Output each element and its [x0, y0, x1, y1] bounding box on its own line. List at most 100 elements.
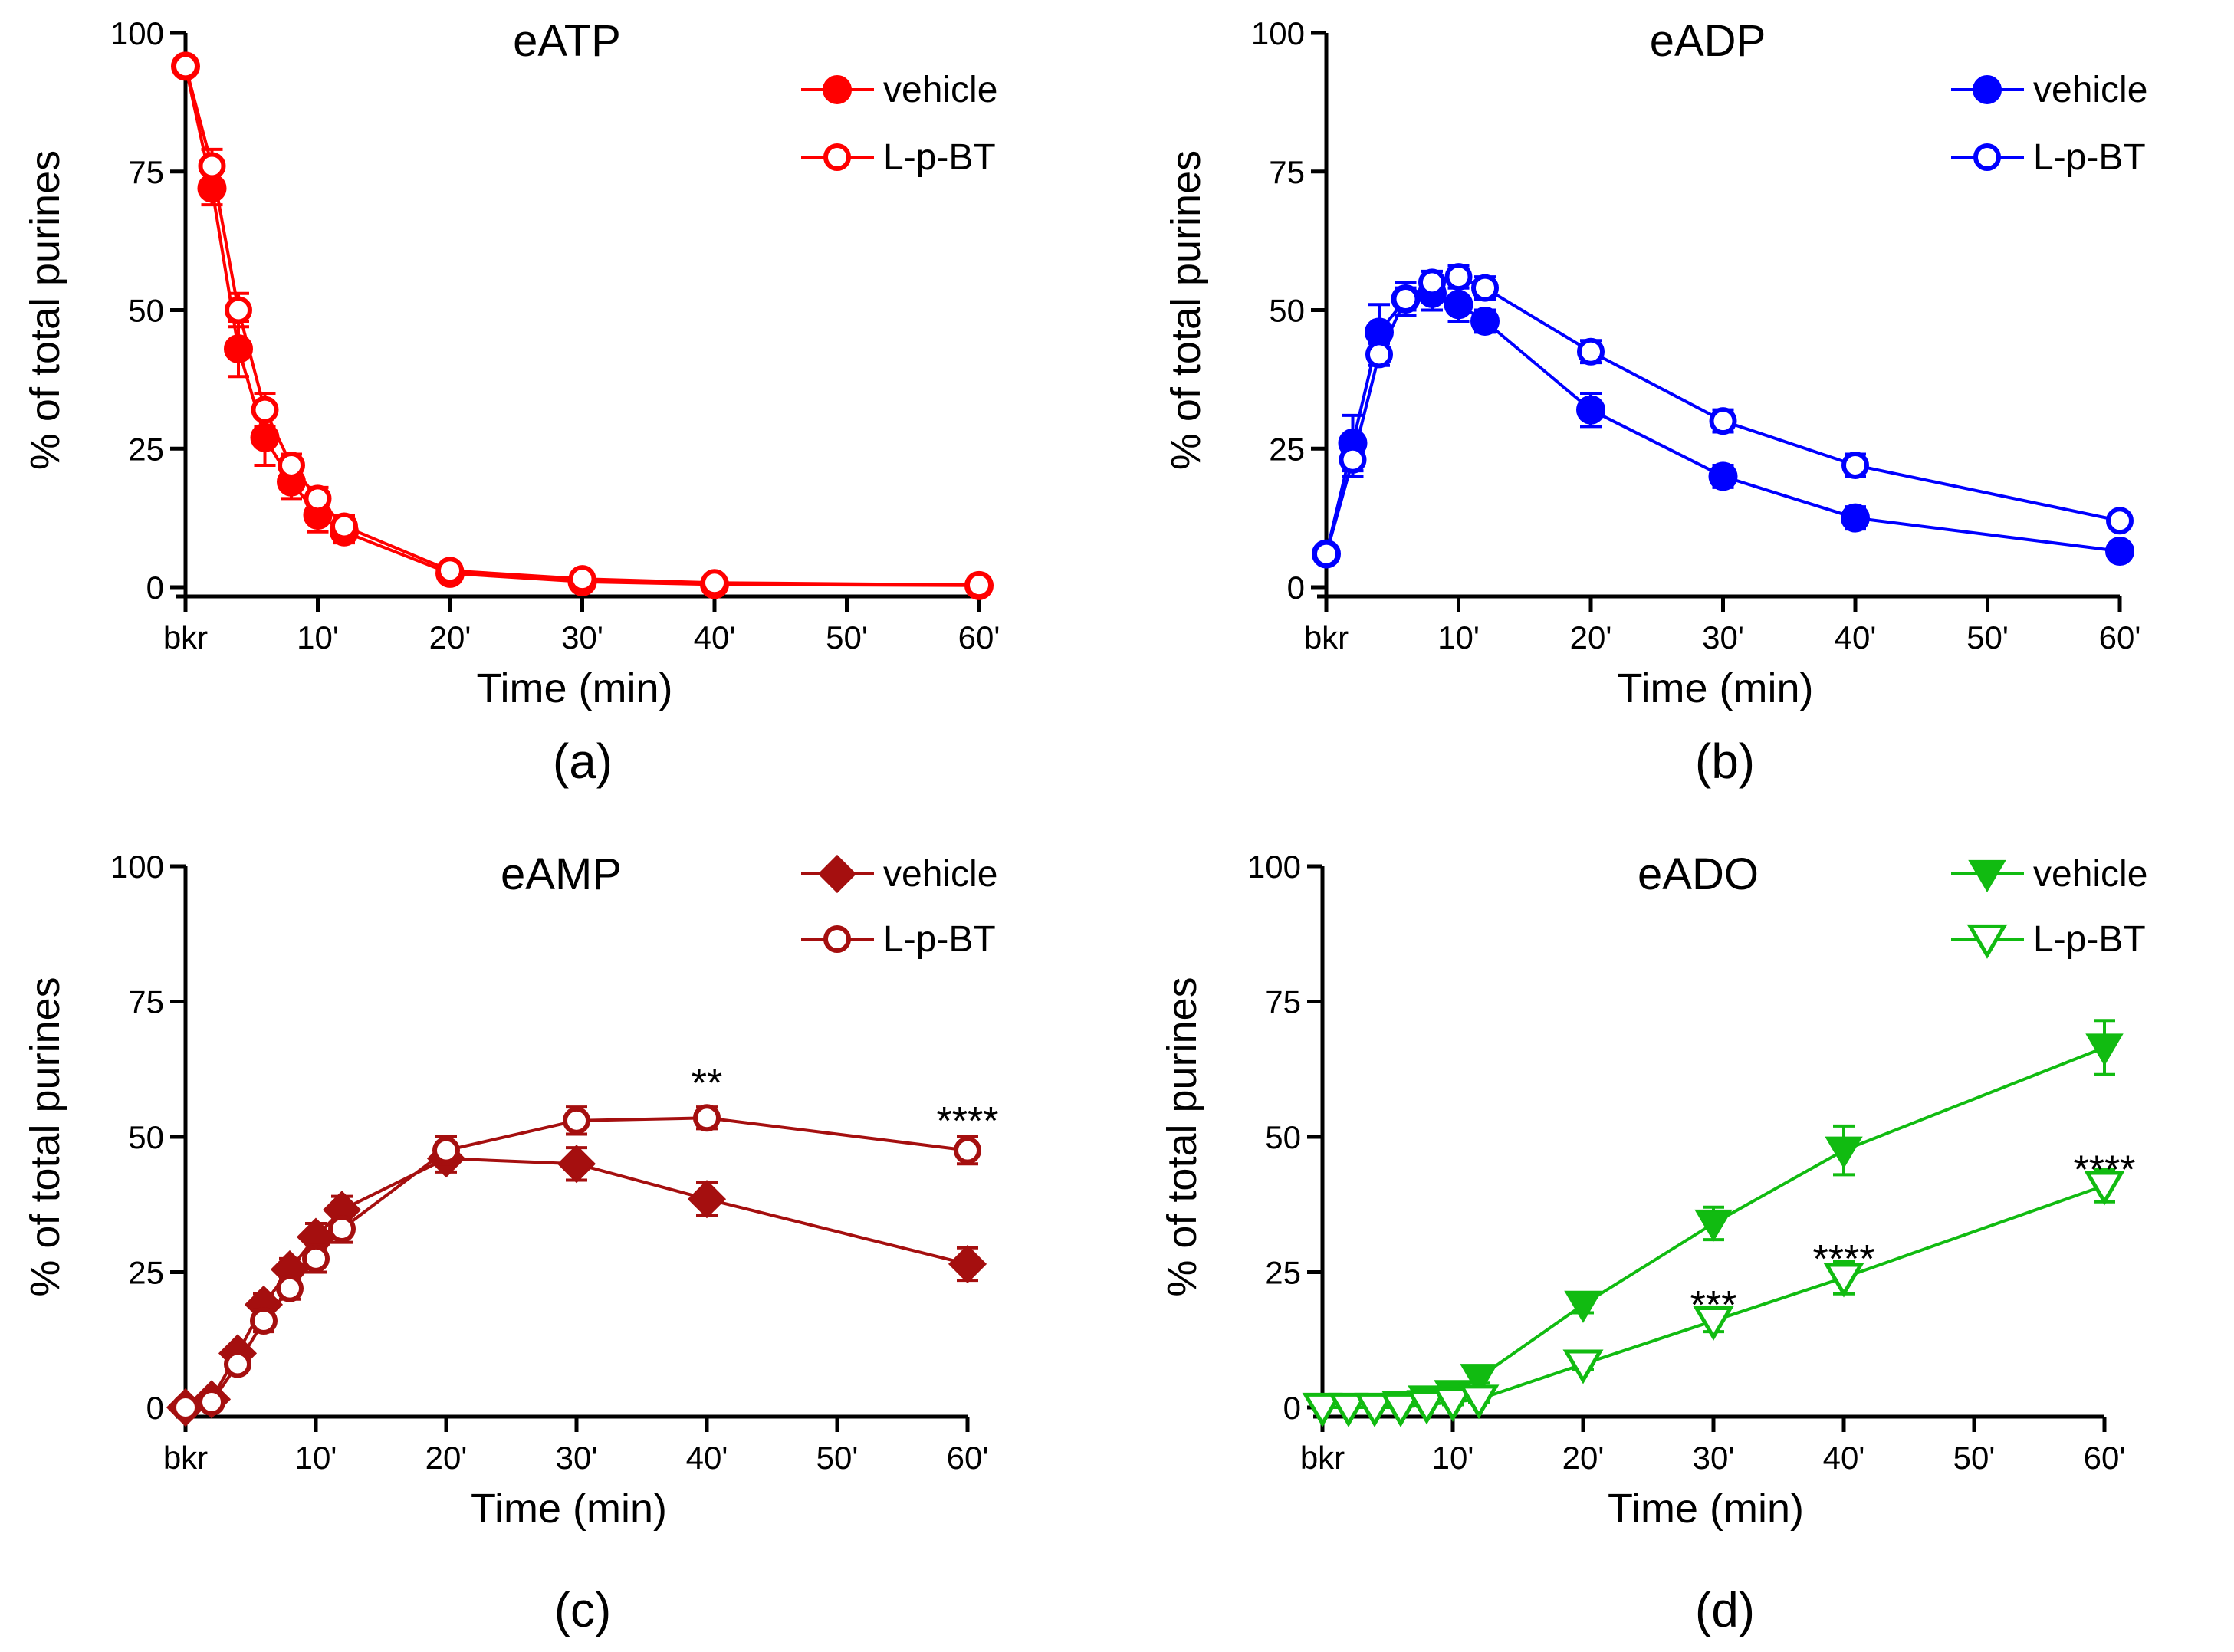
series-l-p-bt — [172, 1104, 981, 1421]
series-line — [185, 1157, 968, 1409]
y-tick-label: 0 — [1287, 570, 1305, 606]
x-tick-label: 60' — [2099, 619, 2141, 655]
data-point — [954, 1136, 981, 1164]
x-tick-label: bkr — [163, 1440, 208, 1476]
series-l-p-bt — [1312, 263, 2134, 568]
y-axis-label: % of total purines — [1163, 150, 1209, 470]
chart-c: 0 25 50 75 100 bkr 10' 20' 30' 40' 50' 60' Time (min… — [22, 849, 998, 1637]
legend-label: L-p-BT — [2033, 919, 2146, 960]
data-point — [1418, 268, 1446, 297]
legend-marker — [1966, 924, 2008, 959]
legend-marker — [1968, 859, 2006, 892]
data-point — [330, 512, 358, 540]
data-point — [1694, 1209, 1733, 1242]
data-point — [1470, 306, 1500, 336]
y-tick-label: 75 — [1269, 154, 1305, 190]
legend-marker — [1973, 143, 2001, 171]
panel-label: (c) — [554, 1582, 612, 1637]
data-point — [1328, 1392, 1369, 1427]
y-tick-label: 50 — [128, 293, 164, 329]
data-point — [172, 1394, 199, 1421]
data-point — [1709, 407, 1737, 435]
data-point — [278, 451, 305, 479]
legend-entry: vehicle — [801, 854, 997, 895]
x-axis-label: Time (min) — [1618, 665, 1814, 711]
data-point — [1841, 503, 1870, 533]
x-tick-label: 50' — [1966, 619, 2009, 655]
data-point — [2105, 537, 2134, 567]
legend-label: vehicle — [883, 854, 997, 895]
data-point — [198, 1388, 225, 1416]
legend-entry: L-p-BT — [801, 919, 996, 960]
legend-marker — [823, 143, 851, 171]
series-vehicle — [171, 51, 994, 600]
legend-entry: L-p-BT — [801, 137, 996, 178]
data-point — [224, 334, 253, 364]
y-tick-label: 100 — [1247, 849, 1301, 885]
chart-a: 0 25 50 75 100 bkr 10' 20' 30' 40' 50' 60' Time (min… — [22, 15, 1000, 789]
data-point — [1693, 1306, 1734, 1341]
data-point — [1576, 395, 1605, 425]
legend-label: L-p-BT — [883, 137, 996, 178]
y-tick-label: 50 — [1265, 1119, 1301, 1155]
data-point — [1460, 1364, 1498, 1397]
data-point — [701, 569, 728, 597]
data-point — [276, 1274, 304, 1302]
data-point — [432, 1136, 460, 1164]
data-point — [304, 484, 332, 513]
panel-label: (b) — [1695, 734, 1755, 789]
x-tick-label: 50' — [826, 619, 868, 655]
y-tick-label: 50 — [1269, 293, 1305, 329]
data-point — [1365, 340, 1393, 369]
data-point — [1564, 1290, 1602, 1323]
data-point — [2085, 1033, 2124, 1066]
x-tick-label: 10' — [295, 1440, 337, 1476]
data-point — [568, 565, 596, 593]
legend-entry: vehicle — [801, 70, 997, 110]
y-axis-label: % of total purines — [22, 150, 68, 470]
legend-entry: vehicle — [1951, 854, 2147, 895]
x-tick-label: 50' — [1953, 1440, 1996, 1476]
x-tick-label: 30' — [561, 619, 603, 655]
significance-annotation: **** — [1813, 1237, 1875, 1282]
x-tick-label: 20' — [1562, 1440, 1605, 1476]
legend-entry: L-p-BT — [1951, 137, 2146, 178]
x-tick-label: 10' — [1437, 619, 1480, 655]
x-tick-label: 50' — [816, 1440, 859, 1476]
x-tick-label: 60' — [947, 1440, 989, 1476]
x-tick-label: 20' — [1570, 619, 1612, 655]
y-tick-label: 0 — [146, 570, 164, 606]
legend-label: vehicle — [2033, 854, 2147, 895]
x-axis-label: Time (min) — [1608, 1486, 1804, 1532]
x-tick-label: 10' — [1432, 1440, 1474, 1476]
series-line — [184, 65, 980, 587]
data-point — [965, 571, 993, 599]
y-tick-label: 100 — [110, 15, 164, 51]
significance-annotation: *** — [1690, 1283, 1737, 1328]
data-point — [1708, 461, 1738, 491]
x-tick-label: 30' — [556, 1440, 598, 1476]
data-point — [693, 1104, 721, 1132]
series-line — [184, 65, 980, 587]
chart-d: 0 25 50 75 100 bkr 10' 20' 30' 40' 50' 60' Time (min… — [1159, 849, 2147, 1637]
data-point — [224, 1350, 251, 1378]
data-point — [1841, 451, 1869, 479]
y-tick-label: 25 — [128, 1255, 164, 1291]
data-point — [948, 1244, 987, 1283]
data-point — [436, 557, 464, 585]
legend-label: L-p-BT — [2033, 137, 2146, 178]
legend-label: vehicle — [883, 70, 997, 110]
data-point — [172, 52, 199, 80]
x-tick-label: 40' — [1823, 1440, 1865, 1476]
y-axis-label: % of total purines — [1159, 977, 1205, 1296]
y-tick-label: 25 — [1265, 1255, 1301, 1291]
significance-annotation: **** — [937, 1099, 999, 1144]
panel-label: (d) — [1695, 1582, 1755, 1637]
data-point — [225, 296, 252, 324]
x-tick-label: 30' — [1702, 619, 1744, 655]
data-point — [1823, 1263, 1864, 1298]
chart-title: eADP — [1650, 16, 1766, 66]
data-point — [1380, 1392, 1421, 1427]
legend-entry: vehicle — [1951, 70, 2147, 110]
data-point — [302, 1244, 330, 1273]
